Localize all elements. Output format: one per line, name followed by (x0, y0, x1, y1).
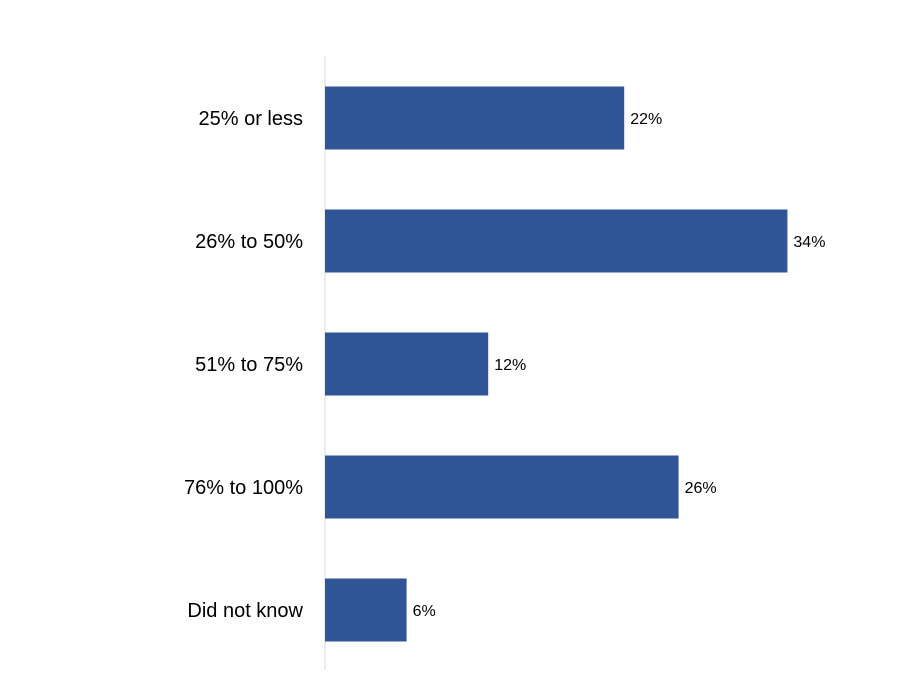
bar (325, 578, 407, 642)
category-label: 51% to 75% (195, 354, 303, 376)
category-label: Did not know (187, 600, 303, 622)
bar (325, 209, 788, 273)
value-label: 6% (413, 603, 436, 620)
bars-layer: 25% or less 22% 26% to 50% 34% 51% to 75% 12%… (184, 86, 825, 642)
bar (325, 455, 679, 519)
value-label: 12% (494, 357, 526, 374)
bar (325, 332, 489, 396)
value-label: 22% (630, 111, 662, 128)
category-label: 76% to 100% (184, 477, 303, 499)
category-label: 26% to 50% (195, 231, 303, 253)
value-label: 34% (793, 234, 825, 251)
value-label: 26% (685, 480, 717, 497)
category-label: 25% or less (199, 108, 304, 130)
bar (325, 86, 625, 150)
